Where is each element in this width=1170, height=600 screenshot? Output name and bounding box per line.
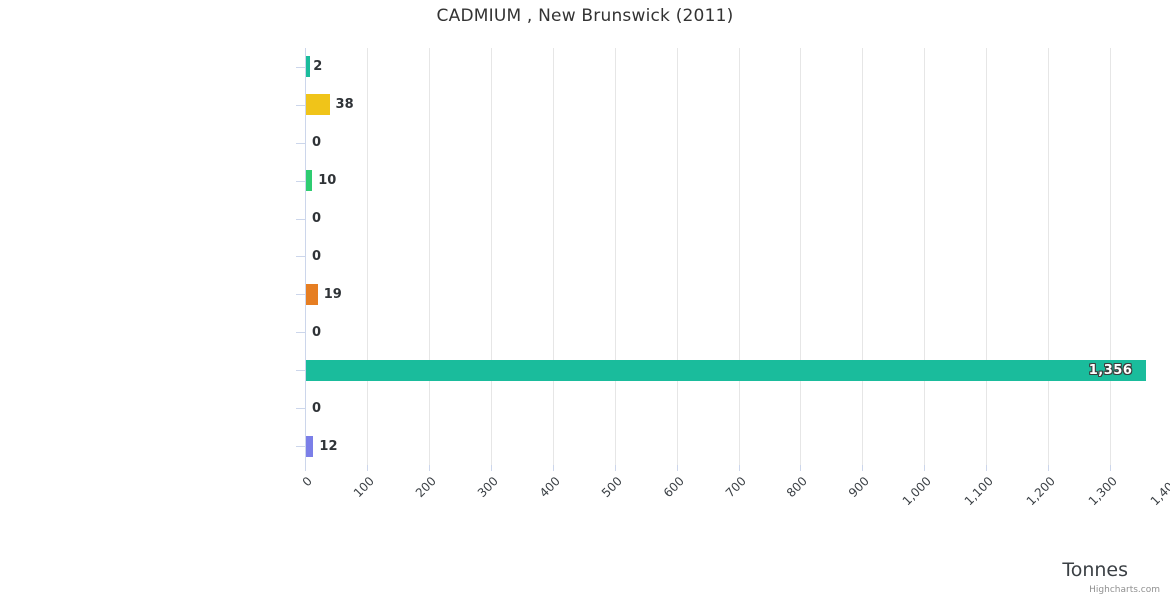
gridline — [614, 48, 616, 465]
x-axis-tick-mark — [614, 465, 616, 471]
x-axis-tick-mark — [924, 465, 926, 471]
gridline — [676, 48, 678, 465]
bar-value-label: 19 — [323, 286, 342, 302]
gridline — [986, 48, 988, 465]
bar-value-label: 0 — [312, 211, 322, 227]
gridline — [1048, 48, 1050, 465]
bar[interactable] — [306, 283, 318, 305]
gridline — [428, 48, 430, 465]
bar-value-label: 1,356 — [1088, 362, 1133, 378]
bar[interactable] — [306, 56, 310, 78]
category-row: Fires0 — [0, 200, 1170, 238]
category-row: Oil and Gas Industry0 — [0, 313, 1170, 351]
gridline — [738, 48, 740, 465]
bar-value-label: 2 — [313, 59, 323, 75]
bar-value-label: 0 — [312, 135, 322, 151]
category-tick — [296, 408, 305, 410]
category-tick — [296, 142, 305, 144]
category-row: Commercial/Residential/Institutional38 — [0, 86, 1170, 124]
y-axis-line — [305, 48, 306, 465]
x-axis-tick-mark — [862, 465, 864, 471]
category-row: Manufacturing19 — [0, 275, 1170, 313]
category-row: Agriculture2 — [0, 48, 1170, 86]
category-tick — [296, 180, 305, 182]
x-axis-tick-mark — [738, 465, 740, 471]
x-axis-tick-mark — [676, 465, 678, 471]
bar-value-label: 10 — [318, 173, 337, 189]
x-axis-tick-mark — [366, 465, 368, 471]
category-row: Paints and Solvents0 — [0, 389, 1170, 427]
bar[interactable] — [306, 435, 314, 457]
bar[interactable] — [306, 359, 1146, 381]
gridline — [800, 48, 802, 465]
bar[interactable] — [306, 94, 330, 116]
category-tick — [296, 446, 305, 448]
bar-value-label: 0 — [312, 248, 322, 264]
bar-value-label: 12 — [319, 438, 338, 454]
gridline — [366, 48, 368, 465]
chart-title: CADMIUM , New Brunswick (2011) — [436, 6, 734, 26]
category-row: Ores and Mineral Industries1,356 — [0, 351, 1170, 389]
category-row: Transportation and Mobile Equipment12 — [0, 427, 1170, 465]
bar-value-label: 0 — [312, 324, 322, 340]
bar[interactable] — [306, 170, 313, 192]
x-axis-tick-mark — [986, 465, 988, 471]
gridline — [924, 48, 926, 465]
category-tick — [296, 218, 305, 220]
x-axis-tick-mark — [552, 465, 554, 471]
x-axis-tick-mark — [1048, 465, 1050, 471]
x-axis-tick-mark — [800, 465, 802, 471]
category-tick — [296, 66, 305, 68]
highcharts-credit[interactable]: Highcharts.com — [1089, 585, 1160, 595]
category-tick — [296, 256, 305, 258]
category-tick — [296, 332, 305, 334]
x-axis-tick-mark — [305, 465, 306, 471]
x-axis-tick-mark — [1110, 465, 1112, 471]
category-row: Electric Power Generation (Utilities)10 — [0, 162, 1170, 200]
gridline — [490, 48, 492, 465]
category-row: Incineration and Waste Sources0 — [0, 238, 1170, 276]
x-axis-tick-mark — [490, 465, 492, 471]
gridline — [552, 48, 554, 465]
gridline — [862, 48, 864, 465]
category-row: Dust0 — [0, 124, 1170, 162]
x-axis-title: Tonnes — [1062, 559, 1128, 581]
bar-value-label: 0 — [312, 400, 322, 416]
category-tick — [296, 294, 305, 296]
category-tick — [296, 370, 305, 372]
plot-area — [305, 48, 1170, 465]
gridline — [1110, 48, 1112, 465]
bar-value-label: 38 — [335, 97, 354, 113]
category-tick — [296, 104, 305, 106]
x-axis-tick-mark — [428, 465, 430, 471]
